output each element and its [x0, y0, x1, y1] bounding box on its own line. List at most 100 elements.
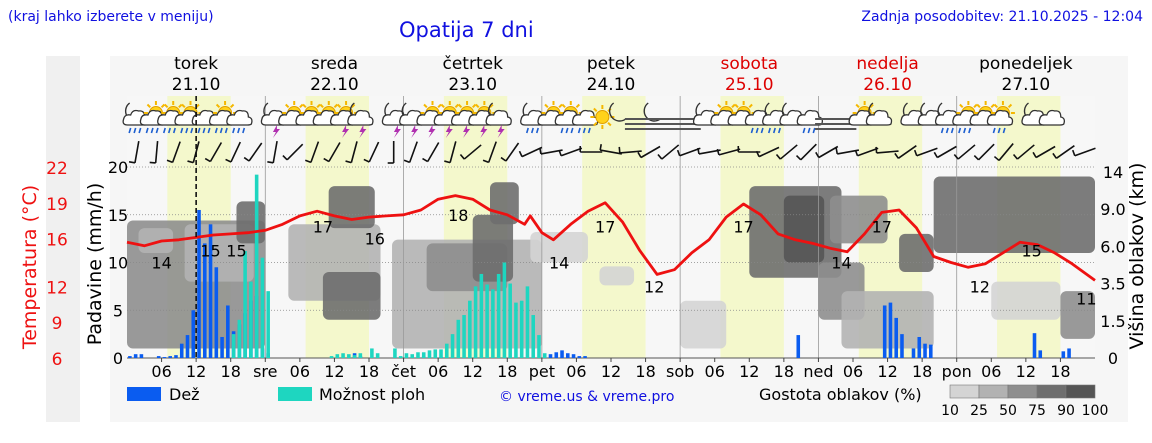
daylight-band: [582, 96, 646, 358]
wind-barb-feather: [676, 149, 681, 157]
rain-bar: [560, 350, 564, 358]
lightning-bolt: [272, 125, 280, 138]
cloud-block: [783, 195, 825, 263]
rain-bar: [796, 335, 801, 358]
sun-ray: [333, 103, 338, 109]
copyright-link[interactable]: © vreme.us & vreme.pro: [499, 389, 674, 405]
rain-drop: [577, 127, 581, 134]
wind-barb-shaft: [368, 141, 380, 163]
rain-drop: [197, 127, 201, 134]
lightning-bolt: [463, 125, 471, 138]
shower-bar: [329, 356, 334, 358]
wind-barb-feather: [775, 153, 781, 160]
wind-barb-shaft: [978, 143, 995, 161]
day-date: 25.10: [725, 75, 774, 95]
rain-drop: [560, 127, 564, 134]
sun-ray: [423, 103, 428, 109]
wind-barb-shaft: [449, 141, 457, 163]
sun-ray: [593, 107, 598, 113]
rain-drop: [772, 127, 776, 134]
shower-bar: [496, 273, 501, 358]
x-tick-label: 12: [1016, 362, 1036, 381]
rain-bar: [214, 267, 219, 358]
temperature-label: 18: [448, 206, 468, 225]
wind-barb-feather: [815, 151, 820, 158]
shower-bar: [410, 354, 415, 358]
shower-bar: [266, 291, 270, 358]
wind-barb-feather: [1071, 149, 1076, 157]
cloud-density-scale: 10 25 50 75 90 100: [941, 384, 1108, 419]
x-tick-label: 18: [635, 362, 655, 381]
location-hint[interactable]: (kraj lahko izberete v meniju): [8, 9, 214, 25]
legend-showers-swatch: [278, 387, 312, 401]
rain-bar: [571, 354, 576, 358]
rain-drop: [940, 127, 944, 134]
x-tick-label: 18: [774, 362, 794, 381]
sun-ray: [181, 103, 186, 109]
wind-barb-feather: [282, 154, 288, 161]
wind-barb-feather: [599, 144, 602, 151]
x-tick-label: 12: [739, 362, 759, 381]
cloud-rain-icon: [226, 109, 253, 134]
cloud-block: [599, 266, 635, 286]
cloud-scale-swatch: [1007, 384, 1038, 399]
shower-bar: [231, 334, 236, 358]
sun-ray: [437, 103, 442, 109]
cloud-shape: [986, 109, 1014, 126]
sun-ray: [593, 121, 598, 127]
rain-bar: [548, 354, 553, 358]
wind-barb-feather: [835, 147, 839, 155]
sun-ray: [454, 103, 459, 109]
shower-bar: [439, 349, 443, 358]
page-title: Opatija 7 dni: [399, 18, 534, 42]
last-update: Zadnja posodobitev: 21.10.2025 - 12:04: [861, 9, 1143, 25]
rain-bar: [888, 302, 893, 358]
temperature-label: 16: [365, 230, 385, 249]
cloud-block: [899, 233, 934, 273]
rain-bar: [174, 355, 178, 358]
temperature-axis-title: Temperatura (°C): [19, 185, 41, 350]
cloud-height-tick: 1.5: [1100, 312, 1125, 331]
cloud-block: [841, 291, 934, 349]
wind-barb-shaft: [487, 141, 497, 163]
wind-barb-shaft: [463, 144, 482, 160]
wind-barb-feather: [323, 157, 330, 163]
cloud-shape: [865, 109, 893, 126]
sun-ray: [959, 103, 964, 109]
sun-ray: [440, 103, 445, 109]
shower-bar: [416, 352, 420, 358]
shower-bar: [335, 354, 340, 358]
shower-bar: [358, 353, 363, 358]
rain-drop: [1002, 127, 1006, 134]
day-date: 24.10: [587, 75, 636, 95]
cloud-block: [328, 186, 375, 229]
rain-drop: [950, 127, 954, 134]
rain-bar: [185, 335, 190, 358]
wind-barb-feather: [875, 146, 878, 154]
temperature-tick: 19: [46, 195, 68, 215]
sun-ray: [558, 103, 563, 109]
wind-barb-shaft: [857, 147, 879, 157]
rain-drop: [535, 127, 539, 134]
wind-barb-shaft: [328, 142, 341, 162]
lightning-bolt: [497, 125, 505, 138]
shower-bar: [375, 353, 380, 358]
shower-bar: [347, 354, 351, 358]
wind-barb-feather: [894, 152, 899, 159]
cloud-block: [138, 228, 174, 253]
wind-barb-shaft: [661, 144, 680, 160]
cloud-block: [991, 281, 1061, 320]
x-tick-label: sob: [666, 362, 694, 381]
cloud-block: [829, 195, 888, 244]
wind-barb-feather: [482, 159, 489, 164]
wind-barb-feather: [1012, 153, 1019, 160]
sun-ray: [178, 103, 183, 109]
shower-bar: [502, 262, 507, 358]
wind-barb-feather: [187, 160, 194, 164]
rain-drop: [992, 127, 996, 134]
cloud-scale-swatch: [978, 384, 1009, 399]
shower-bar: [462, 315, 466, 358]
cloud-height-tick: 6.0: [1100, 237, 1125, 256]
legend-rain-label: Dež: [169, 385, 200, 404]
